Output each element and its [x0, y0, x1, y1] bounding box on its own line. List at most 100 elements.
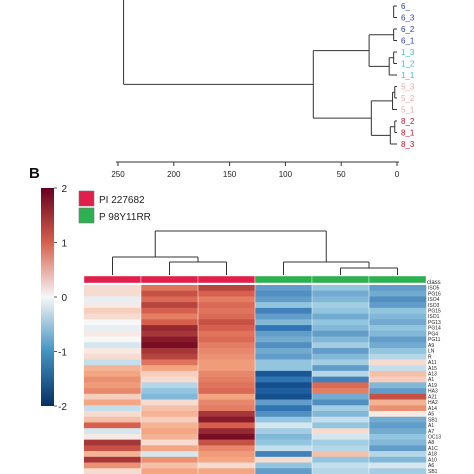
heatmap-cell — [84, 416, 142, 423]
row-label: A21 — [428, 394, 437, 400]
heatmap-cell — [141, 382, 199, 389]
heatmap-cell — [198, 422, 256, 429]
heatmap-cell — [369, 348, 427, 355]
row-label: PG11 — [428, 337, 441, 343]
heatmap-cell — [141, 445, 199, 452]
heatmap-cell — [141, 376, 199, 383]
heatmap-cell — [141, 370, 199, 377]
heatmap-cell — [369, 336, 427, 343]
heatmap-cell — [369, 445, 427, 452]
heatmap-cell — [255, 382, 313, 389]
row-label: ISO1 — [428, 314, 440, 320]
heatmap-cell — [141, 359, 199, 366]
row-label: A1C — [428, 446, 438, 452]
heatmap-cell — [255, 342, 313, 349]
row-label: A13 — [428, 371, 437, 377]
heatmap-cell — [198, 411, 256, 418]
colorbar-tick-label: 2 — [61, 184, 67, 195]
heatmap-cell — [84, 445, 142, 452]
group-legend: PI 227682 P 98Y11RR — [78, 190, 151, 224]
heatmap-cell — [312, 399, 370, 406]
row-label: ISO5 — [428, 286, 440, 292]
heatmap-cell — [198, 451, 256, 458]
heatmap-cell — [198, 376, 256, 383]
dendrogram-x-axis: 250 200 150 100 50 0 — [111, 161, 400, 179]
heatmap-cell — [255, 336, 313, 343]
heatmap-cell — [84, 290, 142, 297]
heatmap-cell — [198, 342, 256, 349]
heatmap-cell — [369, 307, 427, 314]
heatmap-cell — [198, 348, 256, 355]
axis-tick-label: 150 — [223, 170, 237, 179]
heatmap-cell — [198, 359, 256, 366]
heatmap-cell — [84, 456, 142, 463]
heatmap-cell — [312, 405, 370, 412]
row-label: A6 — [428, 463, 434, 469]
heatmap-cell — [84, 405, 142, 412]
heatmap-cell — [255, 302, 313, 309]
row-label: A11 — [428, 360, 437, 366]
legend-label-pi227682: PI 227682 — [99, 195, 145, 206]
heatmap-cell — [198, 353, 256, 360]
heatmap-cell — [369, 325, 427, 332]
heatmap-cell — [312, 330, 370, 337]
heatmap-cell — [369, 405, 427, 412]
heatmap-cell — [369, 342, 427, 349]
class-bar-cell — [368, 275, 427, 284]
heatmap-cell — [369, 388, 427, 395]
leaf-label: 5_3 — [401, 83, 415, 92]
heatmap-cell — [141, 342, 199, 349]
row-label: HA2 — [428, 400, 438, 406]
row-label: A19 — [428, 383, 437, 389]
heatmap-cell — [312, 336, 370, 343]
heatmap-cell — [255, 296, 313, 303]
heatmap-cell — [312, 307, 370, 314]
colorbar-tick-label: -2 — [58, 402, 67, 413]
heatmap-cell — [141, 302, 199, 309]
heatmap-cell — [198, 325, 256, 332]
heatmap-cell — [84, 307, 142, 314]
heatmap-cell — [255, 445, 313, 452]
heatmap-cell — [84, 336, 142, 343]
heatmap-cell — [369, 433, 427, 440]
leaf-label: 1_3 — [401, 48, 415, 57]
heatmap-cell — [84, 342, 142, 349]
legend-swatch-pi227682 — [78, 190, 95, 207]
heatmap-cell — [255, 330, 313, 337]
heatmap-cell — [198, 439, 256, 446]
heatmap-cell — [141, 313, 199, 320]
axis-tick-label: 250 — [111, 170, 125, 179]
heatmap-cell — [198, 393, 256, 400]
heatmap-cell — [198, 307, 256, 314]
heatmap-cell — [84, 313, 142, 320]
leaf-label: 1_1 — [401, 71, 415, 80]
heatmap-cell — [84, 302, 142, 309]
row-label: A5 — [428, 412, 434, 418]
heatmap-cell — [198, 370, 256, 377]
heatmap-cell — [312, 388, 370, 395]
heatmap-cell — [198, 382, 256, 389]
heatmap-cell — [312, 382, 370, 389]
heatmap-cell — [255, 405, 313, 412]
heatmap-cell — [141, 307, 199, 314]
heatmap-cell — [84, 422, 142, 429]
row-label: ISO3 — [428, 303, 440, 309]
heatmap-cell — [84, 462, 142, 469]
heatmap-cell — [369, 462, 427, 469]
column-dendrogram — [112, 230, 398, 275]
axis-tick-label: 200 — [167, 170, 181, 179]
leaf-label: 8_3 — [401, 140, 415, 149]
heatmap-cell — [312, 445, 370, 452]
heatmap-cell — [312, 359, 370, 366]
heatmap-cell — [198, 313, 256, 320]
heatmap-cell — [141, 456, 199, 463]
class-bar — [83, 275, 427, 284]
heatmap-cell — [369, 302, 427, 309]
heatmap-cell — [141, 393, 199, 400]
heatmap-cell — [255, 451, 313, 458]
heatmap-cell — [369, 416, 427, 423]
heatmap-cell — [255, 456, 313, 463]
heatmap-cell — [312, 319, 370, 326]
row-label: LN — [428, 349, 435, 355]
legend-swatch-p98y11rr — [78, 207, 95, 224]
